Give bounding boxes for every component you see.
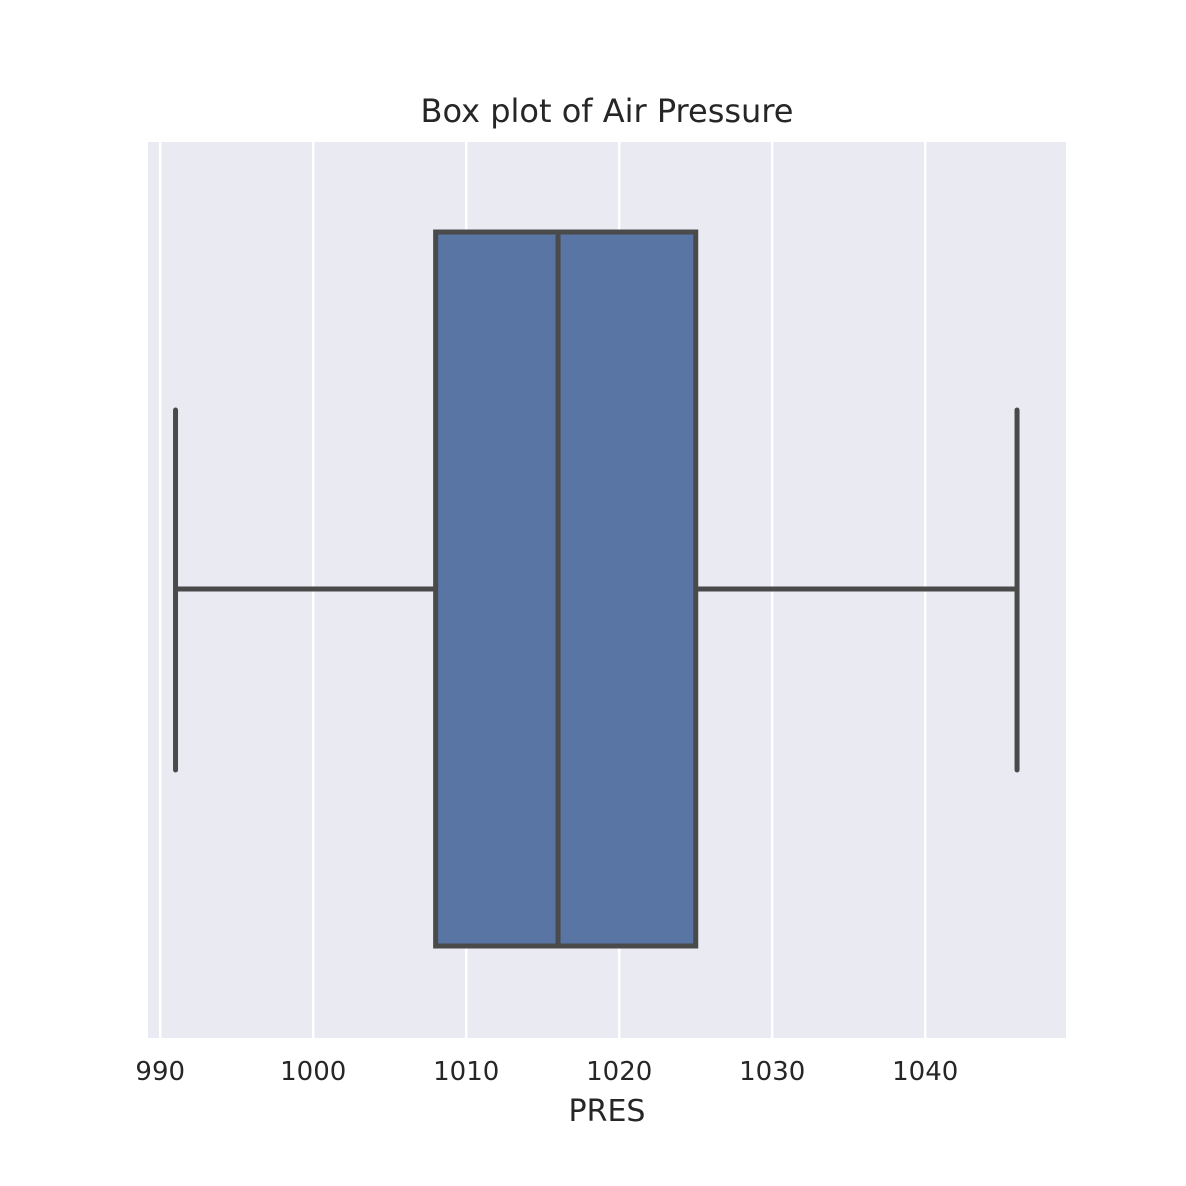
x-axis-label: PRES	[569, 1094, 646, 1129]
x-axis-ticks: 990 1000 1010 1020 1030 1040	[135, 1057, 958, 1087]
chart-title: Box plot of Air Pressure	[421, 92, 794, 130]
iqr-box	[433, 229, 699, 949]
box-series	[173, 229, 1020, 949]
x-tick-label-1010: 1010	[433, 1057, 499, 1087]
x-tick-label-1030: 1030	[739, 1057, 805, 1087]
x-tick-label-1040: 1040	[892, 1057, 958, 1087]
x-tick-label-990: 990	[135, 1057, 185, 1087]
x-tick-label-1020: 1020	[586, 1057, 652, 1087]
x-tick-label-1000: 1000	[280, 1057, 346, 1087]
